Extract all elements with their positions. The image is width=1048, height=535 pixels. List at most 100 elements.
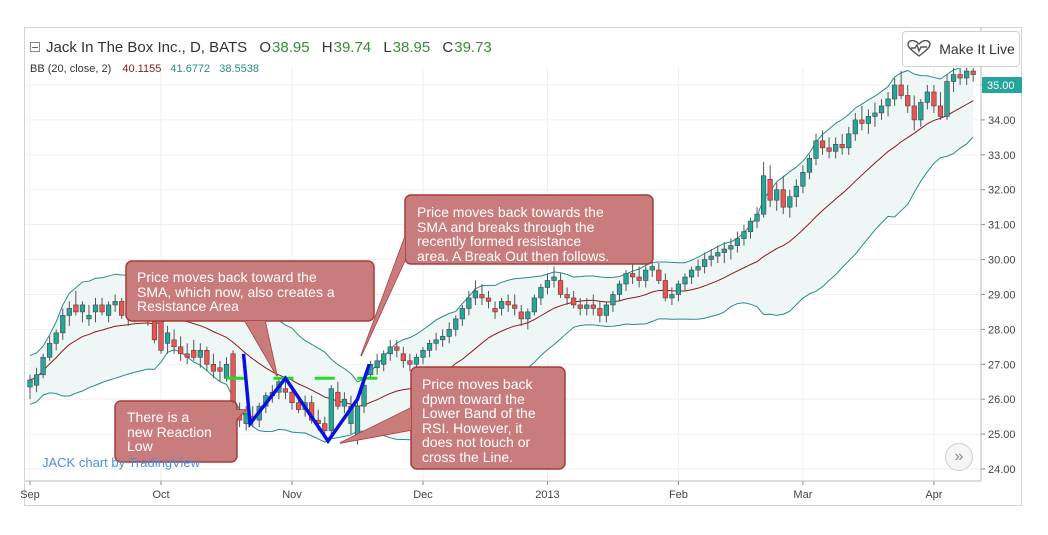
- candle: [970, 68, 976, 82]
- candle-body: [911, 105, 917, 121]
- candle: [53, 329, 59, 351]
- candle: [905, 85, 911, 113]
- candle: [656, 263, 662, 284]
- candle: [73, 290, 79, 316]
- candle-body: [675, 283, 682, 295]
- candle-body: [905, 95, 911, 107]
- candle-body: [826, 147, 832, 152]
- candle-body: [453, 318, 459, 330]
- open-value: 38.95: [272, 39, 310, 56]
- candle-body: [937, 105, 944, 117]
- candle: [328, 385, 334, 435]
- scroll-to-latest-button[interactable]: »: [945, 443, 973, 471]
- candle-body: [741, 231, 747, 239]
- candle-body: [643, 269, 649, 281]
- candle: [394, 339, 400, 358]
- candle: [341, 392, 348, 414]
- make-it-live-label: Make It Live: [939, 41, 1015, 57]
- candle-body: [721, 248, 727, 253]
- candle: [453, 315, 459, 337]
- candle-body: [597, 308, 603, 316]
- axes: 35.00 34.00 33.00 32.00 31.00 30.00 29.00 28.00…: [20, 28, 1022, 501]
- callout-line: recently formed resistance: [417, 233, 582, 249]
- candle-body: [374, 360, 380, 369]
- candle-body: [505, 301, 511, 306]
- callout-pointer-fill: [361, 237, 405, 356]
- candle: [806, 154, 813, 180]
- callout-line: Low: [127, 438, 153, 454]
- chart-watermark[interactable]: JACK chart by TradingView: [42, 455, 200, 470]
- callout-reaction-low: [114, 400, 248, 463]
- candle: [721, 242, 727, 264]
- callout-line: Price moves back: [422, 376, 533, 392]
- candle-body: [603, 304, 609, 316]
- candle: [813, 133, 819, 166]
- candle: [518, 304, 524, 326]
- double-chevron-right-icon: »: [954, 448, 964, 465]
- candle-body: [112, 301, 118, 306]
- y-tick-label: 29.00: [988, 289, 1016, 301]
- candle-body: [708, 255, 714, 260]
- candle-body: [479, 294, 485, 299]
- candle-body: [289, 391, 295, 403]
- candle-body: [341, 398, 348, 407]
- candle-body: [400, 353, 406, 362]
- y-tick-label: 26.00: [988, 394, 1016, 406]
- candle-body: [164, 332, 171, 344]
- candle-body: [53, 332, 59, 344]
- x-tick-label: Apr: [925, 489, 942, 501]
- candle-body: [171, 339, 177, 348]
- candle: [931, 85, 937, 113]
- low-label: L: [383, 39, 392, 56]
- candle: [787, 189, 793, 218]
- candle: [571, 290, 577, 309]
- candle-body: [564, 294, 570, 299]
- candle-body: [184, 353, 190, 358]
- candle: [538, 283, 544, 305]
- candle-body: [662, 280, 668, 299]
- candle: [891, 78, 898, 106]
- indicator-lower-value: 38.5538: [219, 63, 259, 75]
- candle-body: [944, 81, 950, 117]
- candle-body: [322, 423, 328, 431]
- collapse-icon[interactable]: [30, 42, 40, 52]
- candle: [27, 374, 33, 400]
- last-price-label: 35.00: [987, 80, 1015, 92]
- indicator-basis-value: 40.1155: [122, 63, 162, 75]
- candle-body: [223, 363, 230, 379]
- candle-body: [413, 356, 420, 365]
- candle: [682, 273, 688, 291]
- candle: [335, 381, 341, 410]
- callout-line: RSI. However, it: [422, 419, 523, 436]
- candle-body: [656, 269, 662, 281]
- candle-body: [119, 301, 125, 316]
- candle-body: [178, 346, 184, 355]
- callout-line: Lower Band of the: [422, 405, 536, 421]
- candle-body: [518, 311, 524, 320]
- candle: [741, 224, 747, 246]
- candle: [597, 301, 603, 323]
- candle: [99, 297, 105, 316]
- candle: [839, 133, 845, 155]
- candle-body: [885, 98, 891, 107]
- candle: [846, 126, 852, 155]
- chart-header: Jack In The Box Inc., D, BATS O38.95 H39…: [30, 39, 492, 56]
- candle-body: [839, 144, 845, 149]
- x-tick-label: Feb: [669, 489, 688, 501]
- callout-box: [404, 194, 654, 265]
- candle-body: [682, 276, 688, 285]
- candle-body: [335, 391, 341, 407]
- candle: [715, 245, 721, 264]
- candle-body: [774, 189, 780, 201]
- high-label: H: [321, 39, 333, 56]
- candle: [531, 294, 537, 316]
- candle: [662, 273, 668, 302]
- candle-body: [571, 297, 577, 306]
- candle-body: [760, 175, 767, 215]
- candle: [66, 301, 72, 326]
- candle: [197, 343, 203, 368]
- candle-body: [610, 294, 616, 306]
- candle-body: [387, 346, 393, 355]
- make-it-live-button[interactable]: Make It Live: [902, 31, 1020, 67]
